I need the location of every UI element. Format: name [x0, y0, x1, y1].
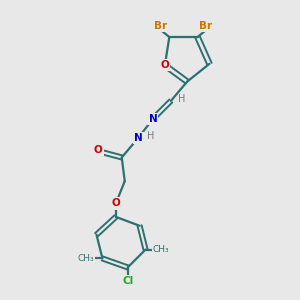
Text: O: O: [160, 60, 169, 70]
Text: Cl: Cl: [122, 276, 133, 286]
Text: H: H: [147, 131, 154, 141]
Text: O: O: [111, 199, 120, 208]
Text: CH₃: CH₃: [153, 245, 169, 254]
Text: N: N: [148, 114, 157, 124]
Text: CH₃: CH₃: [78, 254, 94, 263]
Text: Br: Br: [199, 21, 212, 31]
Text: N: N: [134, 133, 142, 143]
Text: Br: Br: [154, 21, 168, 31]
Text: H: H: [178, 94, 186, 104]
Text: O: O: [94, 145, 102, 155]
